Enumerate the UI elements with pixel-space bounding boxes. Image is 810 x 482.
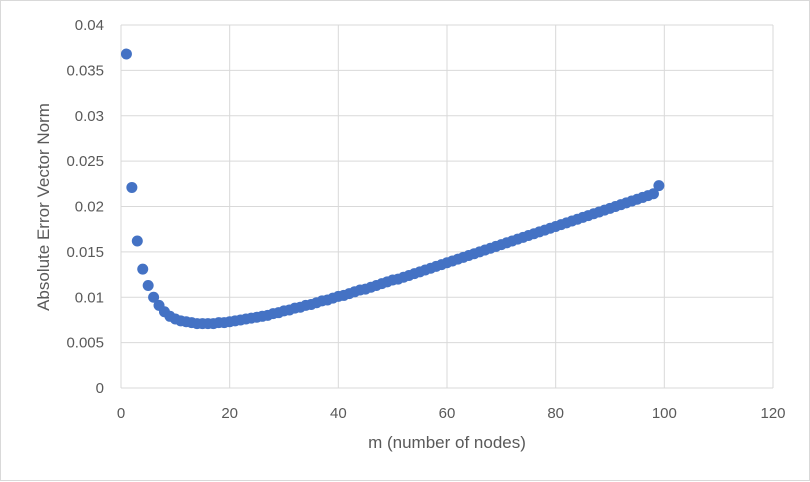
data-point (126, 181, 138, 193)
y-axis-title: Absolute Error Vector Norm (34, 103, 53, 311)
y-tick-label: 0.04 (75, 17, 104, 34)
tick-labels: 0 0.005 0.01 0.015 0.02 0.025 0.03 0.035 0.04 0 20… (66, 17, 785, 422)
x-tick-label: 100 (652, 405, 677, 422)
y-tick-label: 0.025 (66, 153, 104, 170)
data-point (148, 291, 160, 303)
x-tick-label: 40 (330, 405, 347, 422)
y-tick-label: 0.005 (66, 335, 104, 352)
data-point (120, 48, 132, 60)
x-tick-label: 20 (221, 405, 238, 422)
data-point (131, 235, 143, 247)
y-tick-label: 0.01 (75, 289, 104, 306)
data-points (120, 48, 665, 330)
y-tick-label: 0.02 (75, 199, 104, 216)
data-point (647, 188, 659, 200)
y-tick-label: 0.015 (66, 244, 104, 261)
x-tick-label: 120 (760, 405, 785, 422)
x-tick-label: 80 (547, 405, 564, 422)
gridlines (120, 24, 774, 389)
y-tick-label: 0 (96, 380, 104, 397)
x-tick-label: 60 (439, 405, 456, 422)
data-point (137, 263, 149, 275)
data-point (142, 279, 154, 291)
data-point (653, 180, 665, 192)
y-tick-label: 0.035 (66, 62, 104, 79)
y-tick-label: 0.03 (75, 108, 104, 125)
x-tick-label: 0 (117, 405, 125, 422)
x-axis-title: m (number of nodes) (368, 433, 526, 452)
